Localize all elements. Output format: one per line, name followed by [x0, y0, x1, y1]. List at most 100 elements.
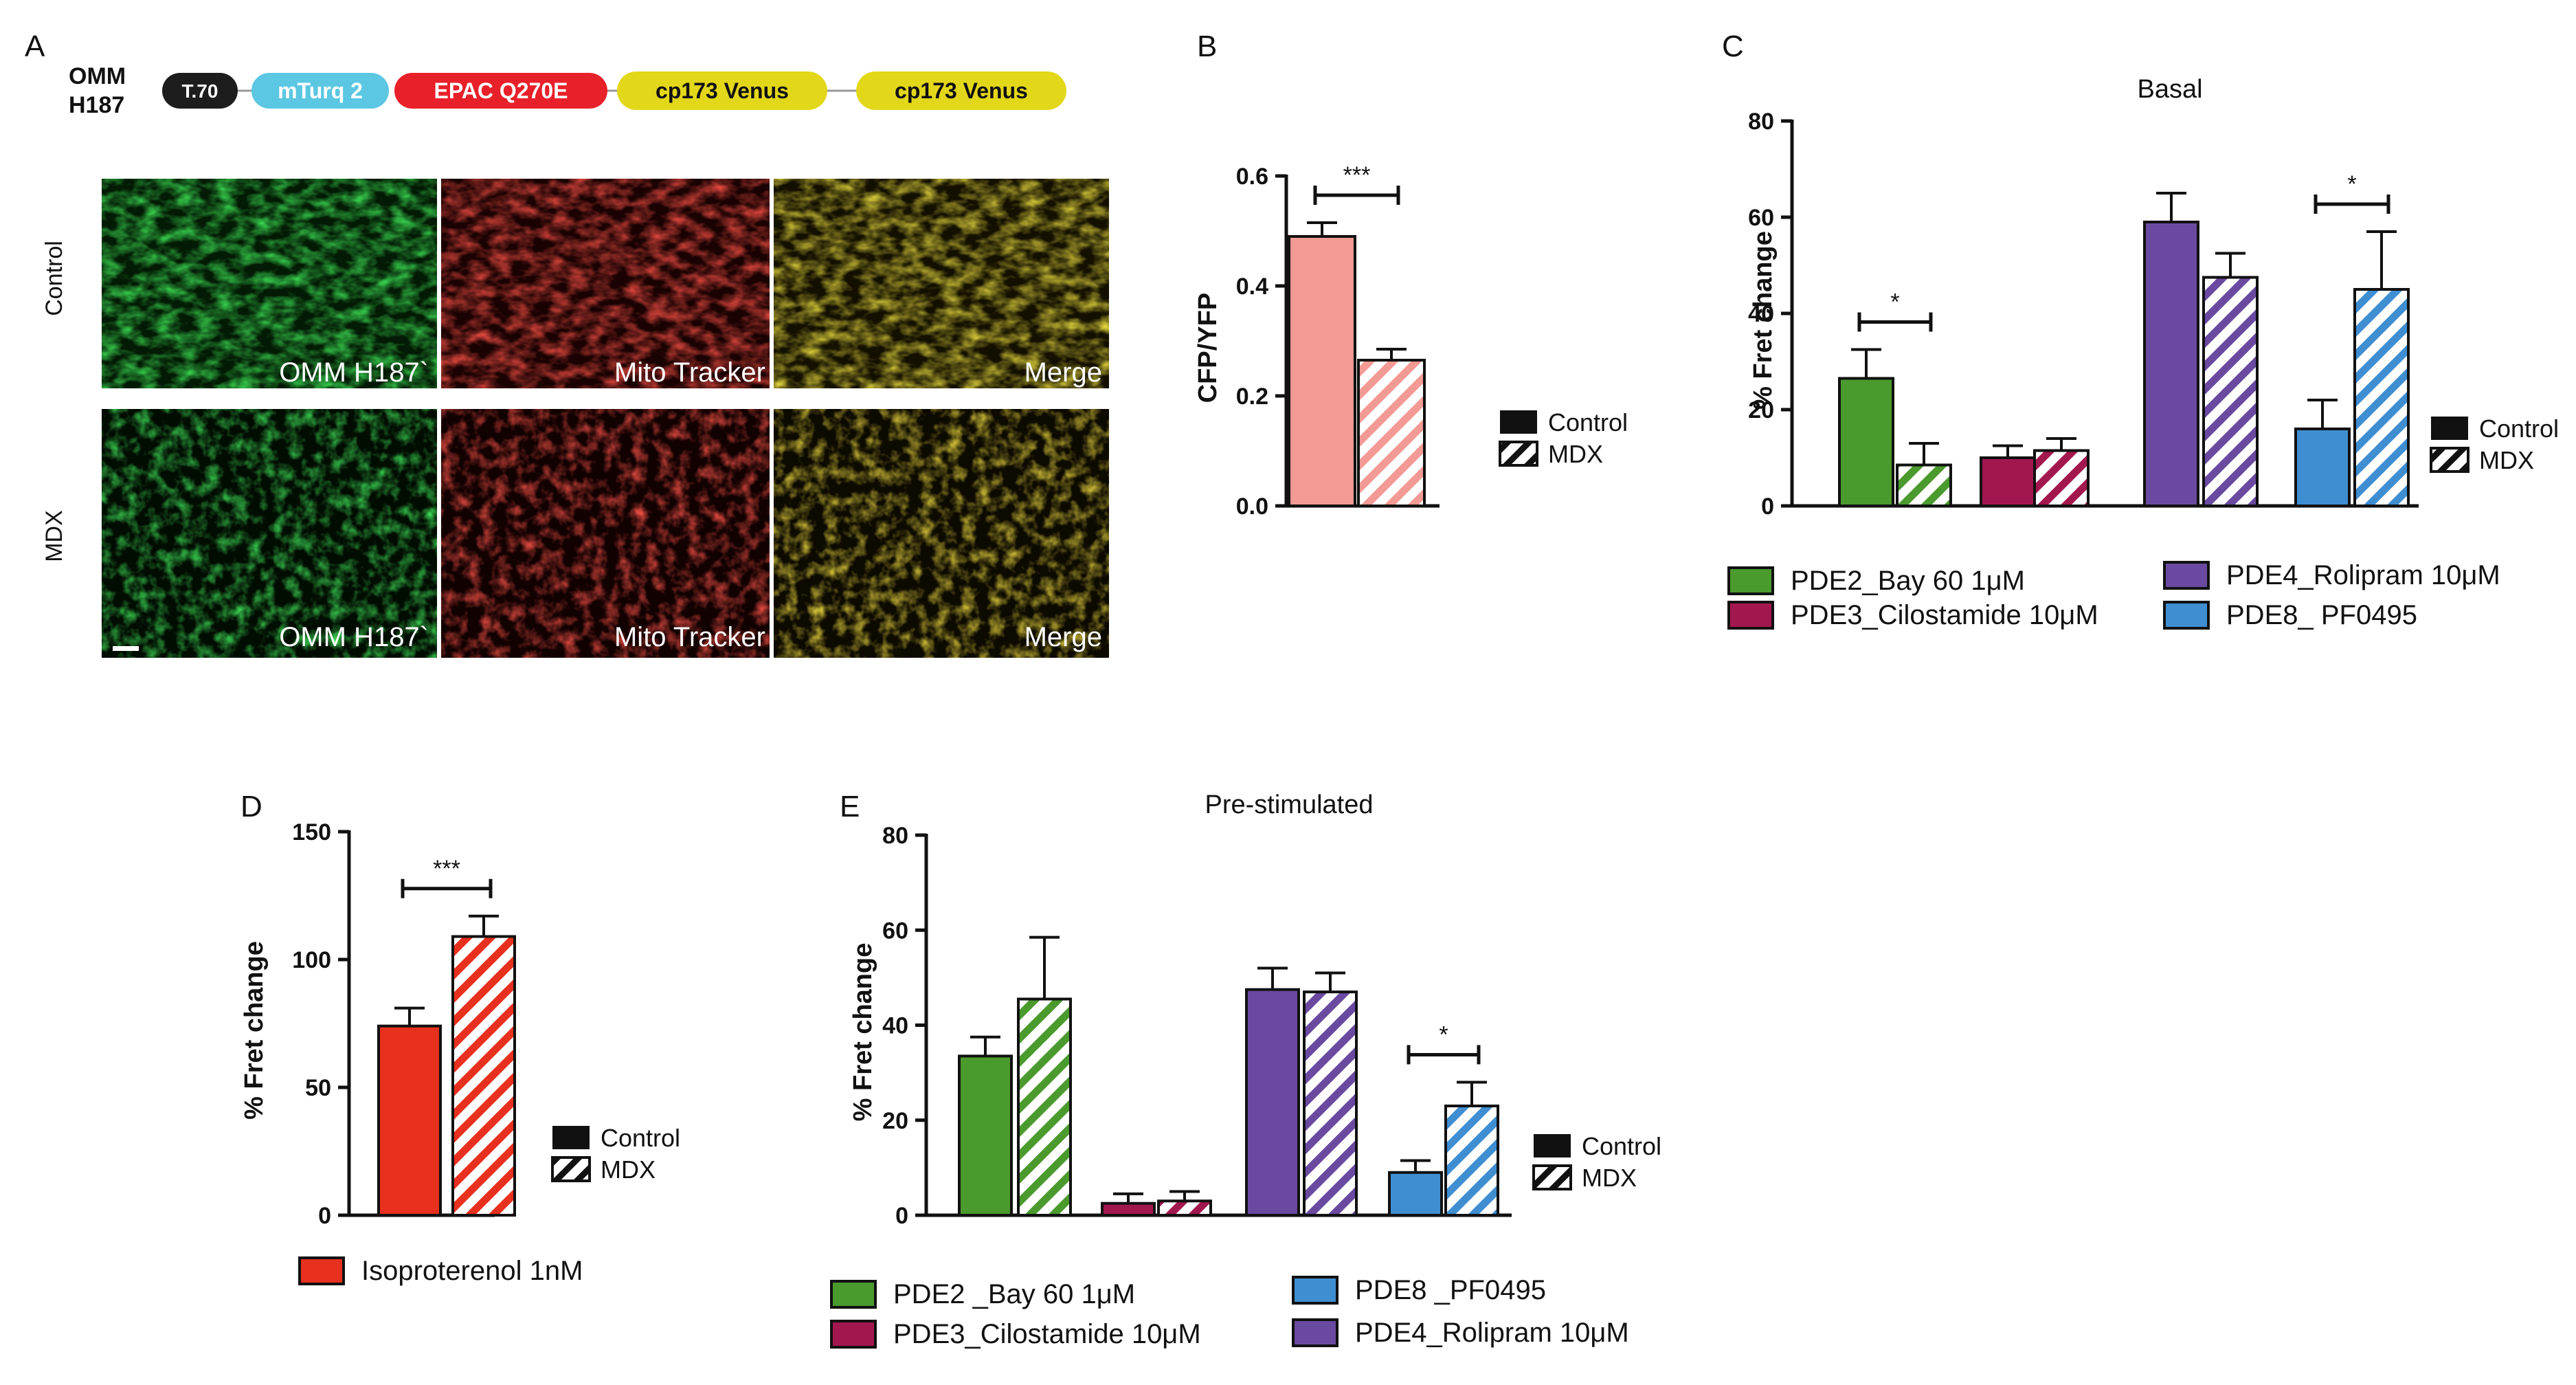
panel-label-d: D — [240, 790, 262, 823]
caption-mdx-omm: OMM H187` — [279, 622, 429, 652]
panel-c: C Basal 0 20 40 60 80 % Fret change * * Control MD… — [1722, 30, 2559, 630]
legend-label-mdx: MDX — [601, 1155, 656, 1184]
pill-t70 — [162, 73, 238, 109]
y-tick-label: 0.2 — [1236, 384, 1268, 410]
bar-mdx — [1303, 990, 1358, 1217]
y-tick-label: 0.0 — [1236, 494, 1268, 520]
significance-label: *** — [1343, 162, 1371, 188]
pill-mturq — [251, 73, 389, 109]
y-tick-label: 20 — [882, 1108, 908, 1134]
legend-swatch — [830, 1320, 877, 1349]
caption-mdx-merge: Merge — [1024, 622, 1102, 652]
bar-mdx — [2353, 288, 2410, 507]
legend-label: PDE3_Cilostamide 10μM — [893, 1319, 1201, 1349]
y-tick-label: 50 — [305, 1075, 331, 1101]
caption-control-omm: OMM H187` — [279, 357, 429, 388]
bar-control — [1288, 235, 1356, 507]
bar-mdx — [2033, 449, 2090, 507]
panel-b: B 0.0 0.2 0.4 0.6 CFP/YFP *** Control MDX — [1194, 30, 1628, 520]
bar-control — [1245, 988, 1300, 1217]
legend-swatch — [830, 1280, 877, 1309]
y-axis-label: % Fret change — [1749, 231, 1778, 410]
legend-label-mdx: MDX — [1582, 1164, 1637, 1192]
construct-name-line2: H187 — [69, 92, 124, 118]
y-tick-label: 0 — [318, 1203, 331, 1229]
panel-label-c: C — [1722, 30, 1744, 63]
bar-mdx — [1357, 359, 1426, 507]
panel-label-e: E — [840, 790, 860, 823]
y-axis-label: CFP/YFP — [1194, 293, 1222, 403]
legend-label: PDE4_Rolipram 10μM — [1355, 1318, 1629, 1348]
legend-swatch-mdx — [2430, 447, 2469, 473]
panel-label-a: A — [25, 30, 45, 63]
construct-diagram: T.70 mTurq 2 EPAC Q270E cp173 Venus cp17… — [162, 71, 1066, 110]
bar-mdx — [1157, 1199, 1212, 1217]
legend-label-control: Control — [1582, 1132, 1661, 1160]
legend-swatch — [298, 1256, 345, 1285]
y-tick-label: 100 — [292, 947, 331, 973]
legend-label-mdx: MDX — [1548, 440, 1603, 468]
y-tick-label: 40 — [882, 1013, 908, 1039]
y-axis-label: % Fret change — [849, 943, 877, 1122]
pill-venus-1 — [617, 71, 827, 110]
legend-swatch — [1292, 1318, 1339, 1347]
chart-d: 0 50 100 150 % Fret change *** Control MDX — [240, 819, 680, 1229]
legend-swatch — [1292, 1276, 1339, 1305]
legend-label: PDE8_ PF0495 — [2226, 600, 2417, 630]
y-tick-label: 60 — [882, 918, 908, 944]
significance-label: * — [1439, 1021, 1448, 1048]
legend-label: Isoproterenol 1nM — [361, 1256, 583, 1286]
legend-swatch-control — [2431, 417, 2468, 440]
bar-mdx — [1896, 463, 1952, 507]
legend-swatch — [2163, 561, 2210, 590]
y-tick-label: 80 — [1748, 109, 1774, 135]
pill-venus-1-label: cp173 Venus — [656, 78, 789, 103]
legend-label-control: Control — [601, 1124, 680, 1152]
bar-control — [1980, 456, 2036, 507]
pill-epac-label: EPAC Q270E — [434, 78, 568, 103]
y-tick-label: 20 — [1748, 397, 1774, 423]
legend-swatch-mdx — [1499, 441, 1538, 467]
scale-bar — [113, 646, 139, 651]
panel-e: E Pre-stimulated 0 20 40 60 80 % Fret change * C… — [830, 790, 1661, 1349]
legend-label-mdx: MDX — [2479, 446, 2534, 474]
chart-e: Pre-stimulated 0 20 40 60 80 % Fret change * Con… — [849, 790, 1661, 1229]
legend-swatch-control — [1500, 410, 1537, 434]
construct-name-line1: OMM — [69, 63, 126, 89]
y-tick-label: 60 — [1748, 205, 1774, 231]
bar-control — [2143, 221, 2199, 507]
legend-c: PDE2_Bay 60 1μM PDE3_Cilostamide 10μM PDE4… — [1727, 560, 2500, 630]
row-label-mdx: MDX — [41, 510, 67, 562]
bar-mdx — [1444, 1105, 1499, 1217]
bar-mdx — [2202, 276, 2259, 507]
y-tick-label: 80 — [882, 823, 908, 849]
chart-c: Basal 0 20 40 60 80 % Fret change * * Control MDX — [1748, 75, 2559, 520]
legend-label: PDE8 _PF0495 — [1355, 1275, 1546, 1305]
chart-b: 0.0 0.2 0.4 0.6 CFP/YFP *** Control MDX — [1194, 162, 1628, 520]
legend-label: PDE4_Rolipram 10μM — [2226, 560, 2500, 590]
microscopy-grid: OMM H187` Mito Tracker Merge OMM H187` M… — [102, 179, 1109, 658]
y-tick-label: 40 — [1748, 301, 1774, 327]
panel-label-b: B — [1197, 30, 1217, 63]
significance-label: * — [1890, 289, 1899, 315]
legend-label-control: Control — [1548, 408, 1628, 436]
chart-title: Basal — [2137, 75, 2202, 104]
significance-label: *** — [433, 856, 460, 882]
legend-swatch-mdx — [551, 1156, 591, 1182]
bar-control — [2294, 428, 2351, 507]
pill-venus-2-label: cp173 Venus — [895, 78, 1028, 103]
pill-t70-label: T.70 — [182, 80, 219, 102]
legend-swatch-mdx — [1532, 1164, 1572, 1190]
legend-swatch-control — [1534, 1134, 1571, 1157]
bar-mdx — [451, 935, 516, 1217]
y-tick-label: 150 — [292, 819, 331, 845]
legend-label-control: Control — [2479, 414, 2559, 443]
caption-control-merge: Merge — [1024, 357, 1102, 388]
legend-label: PDE2_Bay 60 1μM — [1791, 566, 2025, 596]
significance-label: * — [2347, 171, 2356, 197]
bar-control — [958, 1054, 1013, 1217]
legend-swatch-control — [552, 1126, 590, 1149]
bar-control — [1838, 377, 1894, 507]
legend-label: PDE3_Cilostamide 10μM — [1791, 600, 2098, 630]
